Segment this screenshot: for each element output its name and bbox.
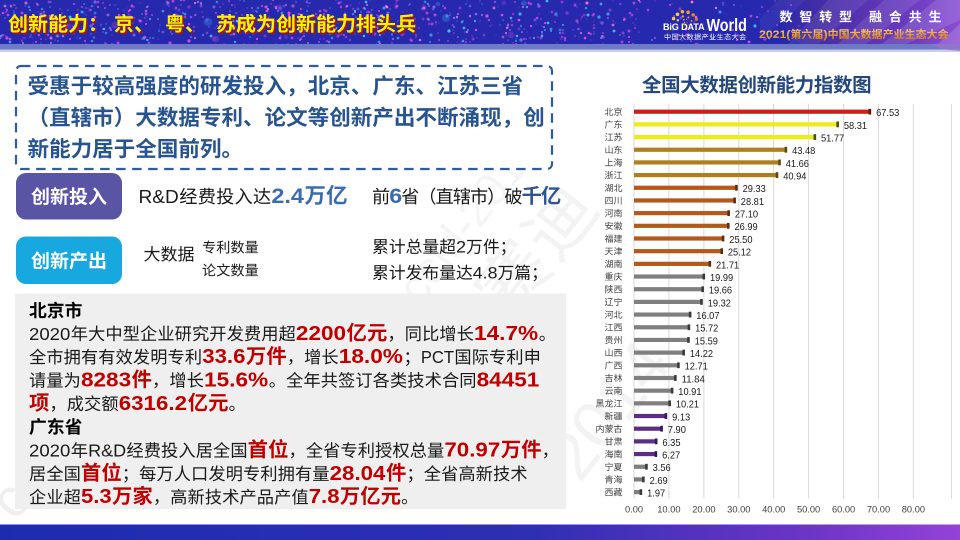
svg-text:19.32: 19.32	[708, 298, 731, 309]
svg-text:67.53: 67.53	[876, 108, 899, 119]
svg-text:21.71: 21.71	[716, 260, 739, 271]
svg-text:33.6: 33.6	[202, 346, 245, 368]
svg-text:6316.2: 6316.2	[119, 393, 187, 415]
svg-text:10.00: 10.00	[657, 505, 680, 515]
svg-text:6.27: 6.27	[662, 450, 680, 461]
svg-text:): )	[823, 29, 828, 41]
svg-text:26.99: 26.99	[735, 222, 758, 233]
svg-text:2: 2	[456, 238, 466, 257]
svg-text:8283: 8283	[81, 370, 131, 392]
svg-text:70.00: 70.00	[867, 505, 890, 515]
svg-text:20.00: 20.00	[692, 505, 715, 515]
svg-text:18.0%: 18.0%	[339, 346, 403, 368]
svg-text:R&D: R&D	[139, 187, 179, 207]
svg-text:51.77: 51.77	[821, 133, 844, 144]
svg-text:41.66: 41.66	[786, 159, 809, 170]
svg-text:2.4: 2.4	[271, 184, 304, 208]
svg-text:6.35: 6.35	[662, 438, 680, 449]
svg-text:27.10: 27.10	[735, 210, 758, 221]
svg-text:5.3: 5.3	[81, 486, 112, 508]
svg-text:28.04: 28.04	[330, 463, 387, 485]
svg-text:84451: 84451	[477, 370, 540, 392]
svg-text:25.12: 25.12	[728, 248, 751, 259]
svg-text:10.21: 10.21	[676, 400, 699, 411]
svg-text:19.66: 19.66	[709, 286, 732, 297]
svg-text:70.97: 70.97	[444, 440, 500, 462]
svg-text:9.13: 9.13	[672, 412, 690, 423]
svg-text:80.00: 80.00	[902, 505, 925, 515]
svg-text:0.00: 0.00	[625, 505, 643, 515]
svg-text:14.7%: 14.7%	[474, 323, 538, 345]
svg-text:16.07: 16.07	[696, 311, 719, 322]
svg-text:29.33: 29.33	[743, 184, 766, 195]
svg-text:BiG DATA: BiG DATA	[663, 22, 705, 32]
svg-text:4.8: 4.8	[473, 264, 498, 283]
svg-text:2020: 2020	[29, 324, 70, 344]
svg-text:50.00: 50.00	[797, 505, 820, 515]
svg-text:10.91: 10.91	[678, 387, 701, 398]
svg-text:11.84: 11.84	[682, 374, 706, 385]
svg-text:PCT: PCT	[421, 347, 455, 367]
svg-text:1.97: 1.97	[647, 489, 665, 500]
svg-text:40.94: 40.94	[783, 172, 806, 183]
svg-text:12.71: 12.71	[685, 362, 708, 373]
svg-text:2.69: 2.69	[650, 476, 668, 487]
svg-text:15.6%: 15.6%	[204, 370, 268, 392]
svg-text:28.81: 28.81	[741, 197, 764, 208]
svg-text:40.00: 40.00	[762, 505, 785, 515]
svg-text:2021(: 2021(	[759, 29, 791, 41]
svg-text:7.90: 7.90	[668, 425, 686, 436]
svg-text:15.59: 15.59	[695, 336, 718, 347]
svg-text:60.00: 60.00	[832, 505, 855, 515]
svg-text:R&D: R&D	[88, 441, 126, 461]
svg-text:2020: 2020	[29, 441, 70, 461]
svg-text:15.72: 15.72	[695, 324, 718, 335]
svg-text:19.99: 19.99	[710, 273, 733, 284]
svg-text:6: 6	[389, 185, 402, 208]
svg-text:3.56: 3.56	[653, 463, 671, 474]
svg-text:World: World	[707, 17, 747, 36]
svg-text:7.8: 7.8	[309, 486, 340, 508]
svg-text:14.22: 14.22	[690, 349, 713, 360]
svg-text:30.00: 30.00	[727, 505, 750, 515]
svg-text:25.50: 25.50	[729, 235, 752, 246]
svg-text:2200: 2200	[296, 323, 346, 345]
svg-text:43.48: 43.48	[792, 146, 815, 157]
svg-text:58.31: 58.31	[844, 121, 867, 132]
